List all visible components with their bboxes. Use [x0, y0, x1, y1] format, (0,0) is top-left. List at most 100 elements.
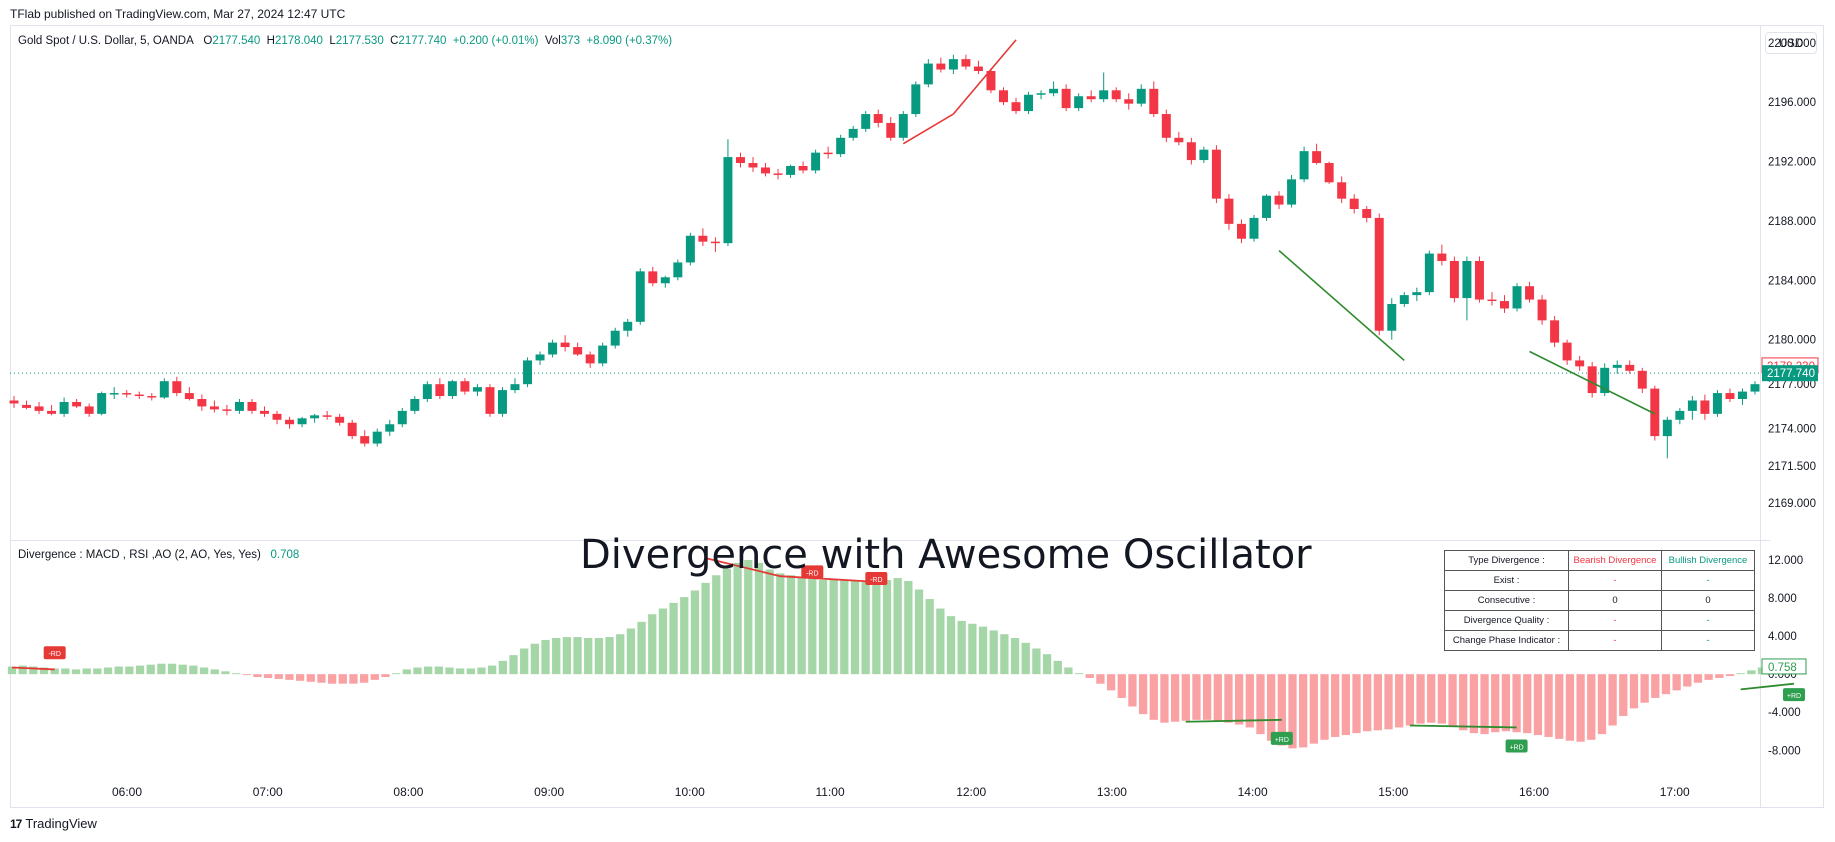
divergence-label-box [1783, 688, 1806, 702]
candle-body [598, 345, 608, 364]
candle-body [873, 114, 883, 123]
histogram-bar [167, 663, 177, 675]
candle-body [1024, 94, 1034, 112]
candle-body [297, 418, 307, 425]
indicator-bearish-divergence-line [11, 666, 55, 671]
time-axis-tick: 15:00 [1378, 785, 1408, 799]
candle-body [1712, 393, 1722, 414]
histogram-bar [914, 589, 924, 675]
last-price-label-box [1762, 365, 1818, 382]
table-cell: Exist : [1444, 570, 1569, 591]
histogram-bar [872, 581, 881, 675]
histogram-bar [840, 580, 849, 675]
histogram-bar [1256, 674, 1265, 735]
histogram-bar [114, 666, 123, 675]
candle-body [260, 410, 269, 414]
histogram-bar [1117, 674, 1126, 698]
volume-value: 373 [560, 35, 581, 47]
bullish-divergence-label: +RD [1783, 688, 1806, 702]
volume-label: Vol [544, 35, 561, 47]
candle-body [1274, 195, 1284, 205]
histogram-bar [1715, 674, 1724, 678]
histogram-bar [1363, 674, 1372, 732]
histogram-bar [680, 597, 689, 675]
candle-body [573, 347, 583, 355]
candle-body [147, 396, 157, 398]
histogram-bar [946, 616, 956, 675]
table-cell: - [1568, 630, 1662, 651]
histogram-bar [690, 590, 700, 675]
pane-separator[interactable] [10, 540, 1770, 541]
overlay-title: Divergence with Awesome Oscillator [580, 532, 1312, 578]
histogram-bar [317, 674, 326, 683]
symbol-name[interactable]: Gold Spot / U.S. Dollar, 5, OANDA [18, 35, 194, 47]
histogram-bar [978, 626, 988, 675]
histogram-bar [989, 630, 998, 675]
table-row: Change Phase Indicator : - - [1444, 630, 1755, 651]
divergence-label-box [1270, 731, 1293, 745]
high-label: H [266, 35, 275, 47]
price-axis-tick: 2171.500 [1768, 461, 1816, 473]
histogram-bar [370, 674, 379, 680]
histogram-bar [1352, 674, 1361, 734]
candle-body [1149, 88, 1159, 115]
currency-button[interactable]: USD [1765, 32, 1817, 54]
footer-brand-text: TradingView [25, 816, 97, 831]
histogram-bar [1608, 674, 1617, 726]
histogram-bar [253, 674, 262, 678]
histogram-bar [338, 674, 347, 684]
candle-body [72, 401, 82, 407]
candle-body [973, 66, 983, 72]
histogram-bar [1576, 674, 1585, 742]
histogram-bar [413, 667, 422, 675]
candle-body [1399, 295, 1409, 305]
candle-body [34, 406, 44, 411]
indicator-name[interactable]: Divergence : MACD , RSI ,AO (2, AO, Yes,… [18, 549, 261, 561]
candle-body [1324, 163, 1334, 183]
histogram-bar [306, 674, 315, 682]
candle-body [1011, 102, 1021, 112]
candle-body [1186, 142, 1196, 161]
histogram-bar [861, 581, 870, 675]
histogram-bar [1309, 674, 1318, 744]
histogram-bar [957, 620, 966, 675]
histogram-bar [1565, 674, 1575, 741]
bearish-divergence-label: -RD [801, 565, 824, 579]
candle-body [1462, 260, 1472, 299]
candle-body [1312, 151, 1322, 164]
candle-body [322, 415, 332, 417]
histogram-bar [1640, 674, 1649, 703]
histogram-bar [925, 599, 934, 675]
histogram-bar [904, 580, 913, 675]
histogram-bars-group [7, 560, 1767, 749]
histogram-bar [616, 634, 625, 675]
candle-body [1161, 114, 1171, 138]
candle-body [798, 165, 808, 171]
candle-body [911, 84, 921, 115]
candle-body [1224, 198, 1234, 224]
histogram-bar [850, 580, 860, 675]
histogram-bar [1331, 674, 1340, 737]
histogram-bar [829, 580, 838, 675]
candle-body [1287, 179, 1297, 205]
histogram-bar [1651, 674, 1660, 698]
histogram-bar [18, 665, 27, 675]
symbol-legend: Gold Spot / U.S. Dollar, 5, OANDA O2177.… [18, 35, 672, 47]
histogram-bar [722, 568, 732, 675]
histogram-bar [1064, 667, 1073, 675]
candle-body [1262, 195, 1272, 218]
candle-body [823, 152, 833, 155]
candle-body [109, 393, 119, 395]
candle-body [372, 431, 382, 444]
histogram-bar [509, 655, 518, 675]
candle-body [222, 409, 232, 411]
histogram-bar [1074, 673, 1084, 675]
time-axis-tick: 13:00 [1097, 785, 1127, 799]
histogram-bar [808, 578, 817, 675]
indicator-legend: Divergence : MACD , RSI ,AO (2, AO, Yes,… [18, 549, 299, 561]
candle-body [1437, 253, 1447, 261]
histogram-bar [520, 648, 529, 675]
candle-body [1412, 292, 1422, 296]
footer-brand[interactable]: 17 TradingView [10, 816, 97, 831]
